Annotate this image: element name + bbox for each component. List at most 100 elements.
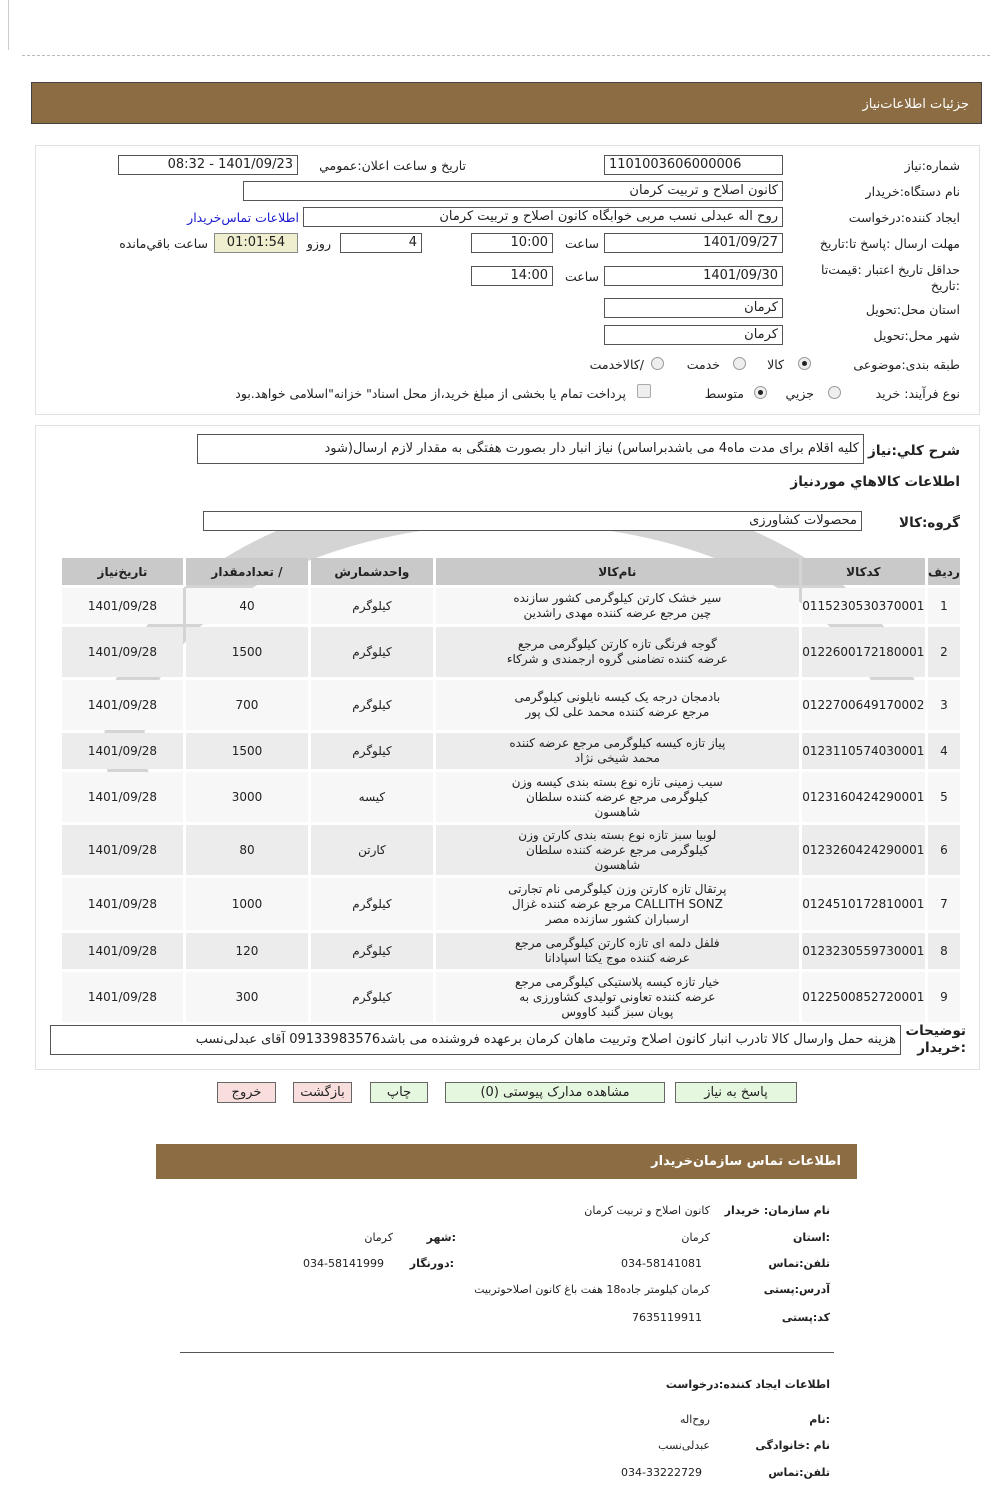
print-button[interactable]: چاپ: [370, 1082, 428, 1103]
table-row: 8 0123230559730001 فلفل دلمه ای تازه کارتن…: [62, 933, 960, 969]
remaining-label: ساعت باقي‌مانده: [119, 236, 208, 251]
validity-label: حداقل تاریخ اعتبار :قیمت‌تا :تاریخ: [820, 262, 960, 293]
quantity: 1500: [185, 627, 308, 677]
radio-goods[interactable]: [798, 357, 811, 370]
org-label: نام سازمان: خریدار: [724, 1204, 830, 1217]
need-date: 1401/09/28: [62, 627, 183, 677]
need-date: 1401/09/28: [62, 825, 183, 875]
need-date: 1401/09/28: [62, 878, 183, 930]
unit: کیلوگرم: [310, 972, 433, 1022]
summary-label: شرح کلي:نیاز: [868, 443, 960, 459]
validity-date-field: 1401/09/30: [604, 266, 783, 286]
creator-phone-value: 034-33222729: [621, 1466, 702, 1479]
contact-divider: [180, 1352, 834, 1353]
item-code: 0124510172810001: [801, 878, 925, 930]
phone-value: 034-58141081: [621, 1257, 702, 1270]
back-button[interactable]: بازگشت: [293, 1082, 352, 1103]
buyer-notes-field: هزینه حمل وارسال کالا تادرب انبار کانون …: [50, 1025, 901, 1055]
group-label: گروه:کالا: [899, 515, 960, 531]
city-label: شهر محل:تحویل: [873, 328, 961, 343]
buyer-contact-link[interactable]: اطلاعات تماس‌خریدار: [187, 210, 299, 225]
radio-minor[interactable]: [828, 386, 841, 399]
radio-medium[interactable]: [754, 386, 767, 399]
payment-note: پرداخت تمام یا بخشی از مبلغ خرید،از محل …: [235, 386, 626, 401]
province-label: استان محل:تحویل: [865, 302, 960, 317]
column-header: نام‌کالا: [435, 558, 799, 585]
buyer-notes-label: توضیحات :خریدار: [905, 1023, 966, 1056]
buyer-field: کانون اصلاح و تربیت کرمان: [243, 181, 783, 201]
deadline-label: مهلت ارسال :پاسخ تا:تاریخ: [819, 236, 960, 251]
item-code: 0123230559730001: [801, 933, 925, 969]
need-date: 1401/09/28: [62, 733, 183, 769]
table-row: 9 0122500852720001 خیار تازه کیسه پلاستیکی…: [62, 972, 960, 1022]
table-row: 3 0122700649170002 بادمجان درجه یک کیسه نا…: [62, 680, 960, 730]
contact-header: اطلاعات تماس سازمان‌خریدار: [156, 1144, 857, 1179]
creator-label: ایجاد کننده:درخواست: [848, 210, 960, 225]
table-row: 5 0123160424290001 سیب زمینی تازه نوع بسته…: [62, 772, 960, 822]
unit: کیلوگرم: [310, 878, 433, 930]
quantity: 3000: [185, 772, 308, 822]
province-value: کرمان: [681, 1231, 710, 1244]
validity-hour-label: ساعت: [564, 269, 599, 284]
radio-goods-service[interactable]: [651, 357, 664, 370]
phone-label: تلفن:تماس: [768, 1257, 830, 1270]
unit: کیلوگرم: [310, 627, 433, 677]
family-value: عبدلی‌نسب: [658, 1439, 710, 1452]
quantity: 80: [185, 825, 308, 875]
radio-service[interactable]: [733, 357, 746, 370]
contact-title: اطلاعات تماس سازمان‌خریدار: [651, 1154, 841, 1169]
table-header-row: ردیف کدکالا نام‌کالا واحدشمارش / تعدادمقدار ت…: [62, 558, 960, 585]
item-name: سیب زمینی تازه نوع بسته بندی کیسه وزن کی…: [435, 772, 799, 822]
quantity: 300: [185, 972, 308, 1022]
goods-title: اطلاعات کالاهاي مورد‌نیاز: [790, 474, 960, 490]
item-code: 0123160424290001: [801, 772, 925, 822]
column-header: ردیف: [927, 558, 960, 585]
fax-label: :دورنگار: [409, 1257, 454, 1270]
family-label: نام :خانوادگی: [755, 1439, 830, 1452]
address-value: کرمان کیلومتر جاده18 هفت باغ کانون اصلاح…: [474, 1283, 710, 1296]
province-field: کرمان: [604, 298, 783, 318]
table-row: 7 0124510172810001 پرتقال تازه کارتن وزن ک…: [62, 878, 960, 930]
top-divider: [22, 55, 990, 56]
org-value: کانون اصلاح و تربیت کرمان: [584, 1204, 710, 1217]
creator-title: اطلاعات ایجاد کننده:درخواست: [665, 1378, 830, 1391]
exit-button[interactable]: خروج: [217, 1082, 276, 1103]
page-title: جزئیات اطلاعات‌نیاز: [862, 97, 969, 112]
column-header: / تعدادمقدار: [185, 558, 308, 585]
category-label: طبقه بندی:موضوعی: [853, 357, 960, 372]
province-label-contact: :استان: [793, 1231, 830, 1244]
validity-time-field: 14:00: [471, 266, 553, 286]
item-code: 0122600172180001: [801, 627, 925, 677]
summary-field: کلیه اقلام برای مدت ماه4 می باشدبراساس) …: [197, 434, 864, 464]
item-code: 0115230530370001: [801, 588, 925, 624]
row-index: 7: [927, 878, 960, 930]
row-index: 5: [927, 772, 960, 822]
deadline-time-field: 10:00: [471, 233, 553, 253]
radio-goods-service-label: /کالاخدمت: [589, 357, 644, 372]
item-code: 0123260424290001: [801, 825, 925, 875]
fax-value: 034-58141999: [303, 1257, 384, 1270]
row-index: 8: [927, 933, 960, 969]
need-number-label: شماره‌:نیاز: [904, 158, 960, 173]
row-index: 2: [927, 627, 960, 677]
unit: کیلوگرم: [310, 680, 433, 730]
radio-minor-label: جزيي: [785, 386, 814, 401]
deadline-hour-label: ساعت: [564, 236, 599, 251]
unit: کیلوگرم: [310, 933, 433, 969]
item-name: خیار تازه کیسه پلاستیکی کیلوگرمی مرجع عر…: [435, 972, 799, 1022]
group-field: محصولات کشاورزی: [203, 511, 862, 531]
left-border: [8, 0, 9, 50]
attachments-button[interactable]: مشاهده مدارک پیوستی (0): [445, 1082, 665, 1103]
days-field: 4: [340, 233, 422, 253]
days-label: روزو: [306, 236, 331, 251]
payment-checkbox[interactable]: [637, 384, 651, 398]
reply-button[interactable]: پاسخ به نیاز: [675, 1082, 797, 1103]
need-date: 1401/09/28: [62, 772, 183, 822]
unit: کیسه: [310, 772, 433, 822]
buyer-label: نام دستگاه:خریدار: [865, 184, 960, 199]
item-name: پیاز تازه کیسه کیلوگرمی مرجع عرضه کننده …: [435, 733, 799, 769]
need-number-field: 1101003606000006: [604, 155, 783, 175]
item-name: سیر خشک کارتن کیلوگرمی کشور سازنده چین م…: [435, 588, 799, 624]
deadline-date-field: 1401/09/27: [604, 233, 783, 253]
remaining-time: 01:01:54: [214, 233, 298, 253]
